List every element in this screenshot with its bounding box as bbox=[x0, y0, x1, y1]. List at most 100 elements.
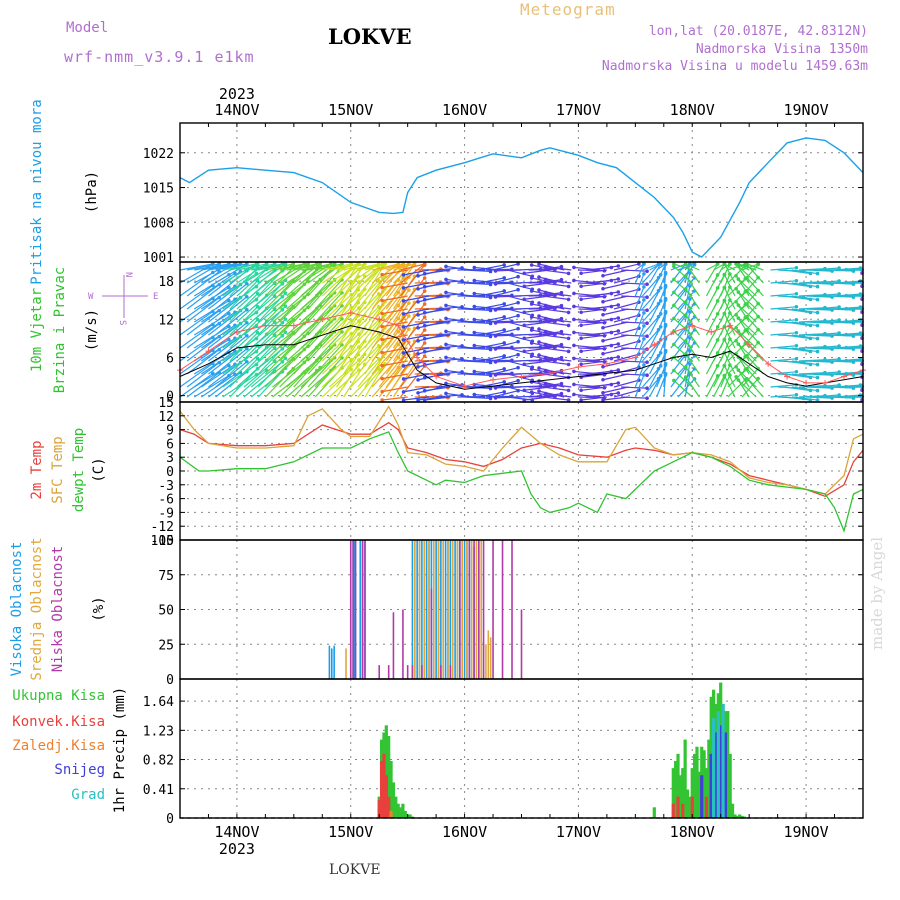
series-line-temperature-1 bbox=[179, 405, 864, 495]
wind-barb bbox=[179, 297, 214, 323]
wind-barb bbox=[314, 279, 343, 310]
wind-barb-head bbox=[579, 362, 583, 367]
wind-barb-head bbox=[683, 339, 688, 343]
wind-barb-head bbox=[444, 342, 448, 347]
wind-barb bbox=[186, 372, 220, 398]
wind-title-line1: 10m Vjetar bbox=[29, 288, 45, 372]
wind-barb-head bbox=[645, 360, 649, 365]
wind-barb bbox=[478, 391, 505, 398]
wind-barb bbox=[649, 263, 662, 284]
bar-clouds bbox=[468, 540, 471, 679]
wind-barb-head bbox=[543, 316, 548, 321]
wind-barb bbox=[806, 386, 833, 389]
wind-barb-head bbox=[245, 307, 249, 312]
gust-marker bbox=[727, 322, 734, 329]
y-tick-label: 12 bbox=[158, 410, 174, 425]
y-tick-label: 100 bbox=[151, 534, 174, 549]
wind-barb-head bbox=[416, 287, 420, 291]
wind-barb bbox=[385, 289, 410, 323]
wind-barb bbox=[264, 280, 294, 310]
wind-barb-head bbox=[529, 328, 534, 332]
wind-barb-head bbox=[401, 338, 406, 342]
wind-barb-head bbox=[356, 262, 361, 266]
wind-barb bbox=[208, 362, 241, 388]
wind-barb-head bbox=[502, 289, 506, 293]
wind-barb-head bbox=[601, 273, 605, 278]
bar-precipitation bbox=[738, 814, 742, 818]
wind-barb bbox=[684, 285, 691, 310]
wind-barb bbox=[193, 287, 230, 310]
wind-barb bbox=[741, 378, 759, 398]
bar-precipitation bbox=[707, 739, 711, 818]
wind-barb bbox=[613, 366, 640, 375]
y-tick-label: 1022 bbox=[143, 147, 174, 162]
wind-barb-head bbox=[401, 273, 406, 277]
wind-barb bbox=[257, 292, 286, 323]
wind-barb bbox=[492, 315, 519, 323]
wind-barb bbox=[581, 269, 607, 274]
wind-barb-head bbox=[245, 346, 249, 351]
wind-barb bbox=[613, 314, 640, 323]
bar-precipitation bbox=[690, 768, 694, 818]
wind-barb-head bbox=[736, 329, 741, 333]
bar-clouds bbox=[459, 540, 461, 679]
wind-barb-head bbox=[422, 328, 427, 332]
wind-barb-head bbox=[815, 388, 820, 393]
wind-barb-head bbox=[736, 378, 741, 382]
wind-barb bbox=[613, 288, 640, 297]
wind-barb bbox=[279, 263, 309, 271]
wind-barb bbox=[492, 276, 519, 284]
wind-barb-head bbox=[688, 297, 692, 301]
wind-barb-head bbox=[529, 315, 534, 319]
wind-barb bbox=[257, 279, 286, 310]
panel-bg-pressure bbox=[180, 123, 863, 262]
wind-barb-head bbox=[815, 362, 820, 367]
wind-barb bbox=[581, 334, 607, 339]
bar-clouds bbox=[359, 540, 362, 679]
temp-dewpt-title: dewpt Temp bbox=[71, 428, 87, 512]
wind-barb-head bbox=[559, 355, 564, 360]
wind-barb bbox=[350, 368, 380, 398]
wind-barb bbox=[770, 306, 797, 310]
bar-precipitation bbox=[382, 753, 386, 818]
wind-barb-head bbox=[401, 286, 406, 290]
wind-barb-head bbox=[422, 297, 427, 302]
wind-barb bbox=[250, 283, 283, 310]
wind-barb bbox=[307, 266, 336, 297]
temp-sfc-title: SFC Temp bbox=[50, 436, 66, 503]
wind-barb-head bbox=[318, 262, 322, 266]
wind-barb bbox=[613, 389, 640, 398]
series-line-wind-0 bbox=[179, 325, 864, 390]
wind-barb bbox=[723, 300, 736, 323]
wind-barb-head bbox=[444, 381, 448, 386]
wind-barb bbox=[806, 308, 833, 311]
wind-barb bbox=[279, 368, 309, 398]
wind-barb bbox=[424, 347, 451, 353]
wind-barb-head bbox=[522, 310, 527, 315]
x-day-label-bottom: 15NOV bbox=[328, 823, 373, 841]
wind-barb bbox=[685, 340, 700, 362]
wind-barb bbox=[723, 339, 736, 362]
wind-barb bbox=[634, 286, 645, 310]
panel-precipitation bbox=[180, 679, 863, 819]
y-tick-label: -12 bbox=[151, 520, 174, 535]
wind-barb bbox=[264, 345, 294, 375]
wind-barb bbox=[613, 327, 640, 336]
wind-barb bbox=[720, 312, 731, 336]
wind-barb bbox=[737, 317, 757, 336]
wind-barb bbox=[403, 396, 430, 401]
wind-barb bbox=[720, 286, 731, 310]
wind-barb bbox=[478, 355, 505, 362]
wind-barb-head bbox=[645, 386, 649, 391]
wind-barb-head bbox=[537, 262, 541, 266]
wind-barb bbox=[286, 370, 318, 398]
wind-barb bbox=[573, 292, 600, 297]
wind-barb-head bbox=[837, 393, 841, 397]
wind-barb-head bbox=[245, 281, 249, 286]
wind-barb bbox=[492, 341, 519, 349]
gust-marker bbox=[518, 373, 525, 380]
wind-barb bbox=[215, 263, 247, 271]
wind-barb-head bbox=[488, 282, 493, 287]
wind-barb-head bbox=[579, 310, 583, 315]
wind-barb-head bbox=[380, 272, 384, 277]
